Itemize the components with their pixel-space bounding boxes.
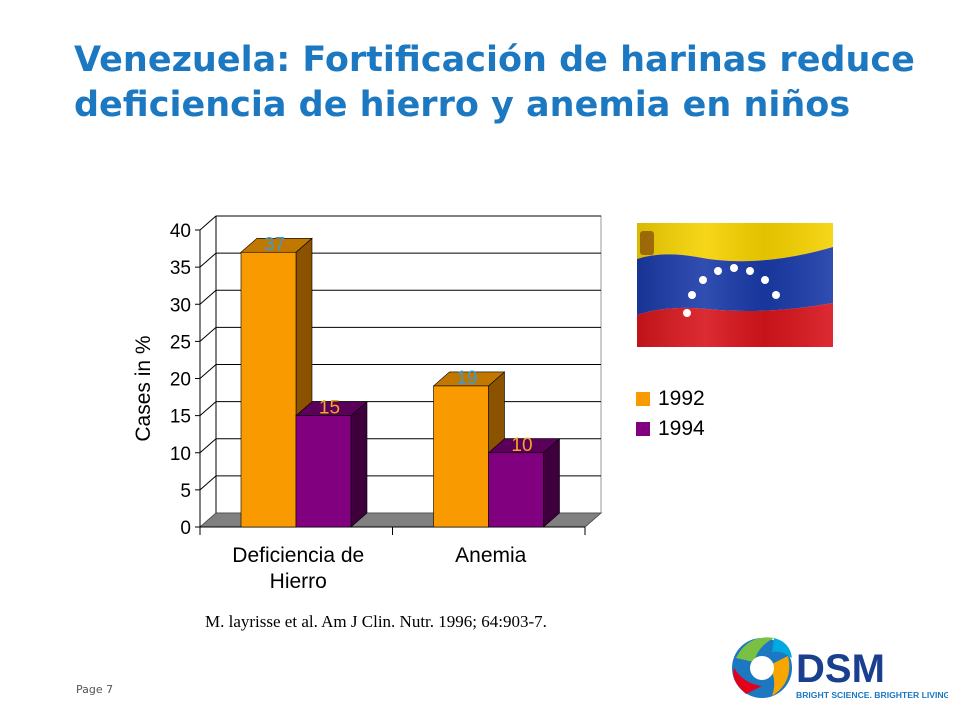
gridline-depth [199,252,217,268]
legend-swatch-1992 [636,392,650,406]
data-label-1994: 10 [511,435,532,456]
bar-1992 [240,251,297,528]
gridline-depth [199,438,217,454]
x-tick-label: Anemia [455,544,527,567]
y-tick-label: 10 [170,444,191,465]
bar-1994 [488,452,544,528]
chart-legend: 1992 1994 [636,384,705,444]
bar-1992 [433,385,489,528]
y-tick-label: 20 [170,370,191,391]
gridline-depth [199,475,217,491]
title-line-1: Venezuela: Fortificación de harinas redu… [74,40,915,80]
gridline-depth [199,215,217,231]
gridline-depth [199,364,217,379]
citation: M. layrisse et al. Am J Clin. Nutr. 1996… [205,612,547,631]
legend-label-1992: 1992 [658,387,705,410]
y-tick-label: 0 [180,518,191,539]
y-tick-label: 40 [170,221,191,242]
gridline-depth [199,326,217,342]
page-number: Page 7 [76,683,114,696]
dsm-logo: DSM BRIGHT SCIENCE. BRIGHTER LIVING. [732,637,948,700]
data-label-1994: 15 [319,398,340,419]
y-tick-label: 25 [170,332,191,353]
gridline-depth [199,289,217,305]
logo-wordmark: DSM [796,647,885,691]
venezuela-flag-icon [637,223,833,347]
y-tick-label: 35 [170,258,191,279]
bar-side-1994 [350,400,368,528]
y-tick-label: 30 [170,295,191,316]
data-label-1992: 37 [264,234,285,255]
bar-1994 [295,415,352,528]
legend-label-1994: 1994 [658,417,705,440]
y-tick-label: 5 [180,481,191,502]
legend-item-1992: 1992 [636,384,705,414]
legend-swatch-1994 [636,422,650,436]
y-axis-label: Cases in % [132,335,155,441]
title-line-2: deficiencia de hierro y anemia en niños [74,85,851,125]
x-tick-label: Deficiencia de Hierro [232,544,364,593]
logo-tagline: BRIGHT SCIENCE. BRIGHTER LIVING. [796,690,948,700]
legend-item-1994: 1994 [636,414,705,444]
gridline-depth [199,401,217,417]
slide-title: Venezuela: Fortificación de harinas redu… [74,38,954,128]
bar-side-1994 [543,438,560,528]
dsm-swirl-icon [732,637,792,698]
data-label-1992: 19 [456,368,477,389]
y-tick-label: 15 [170,407,191,428]
